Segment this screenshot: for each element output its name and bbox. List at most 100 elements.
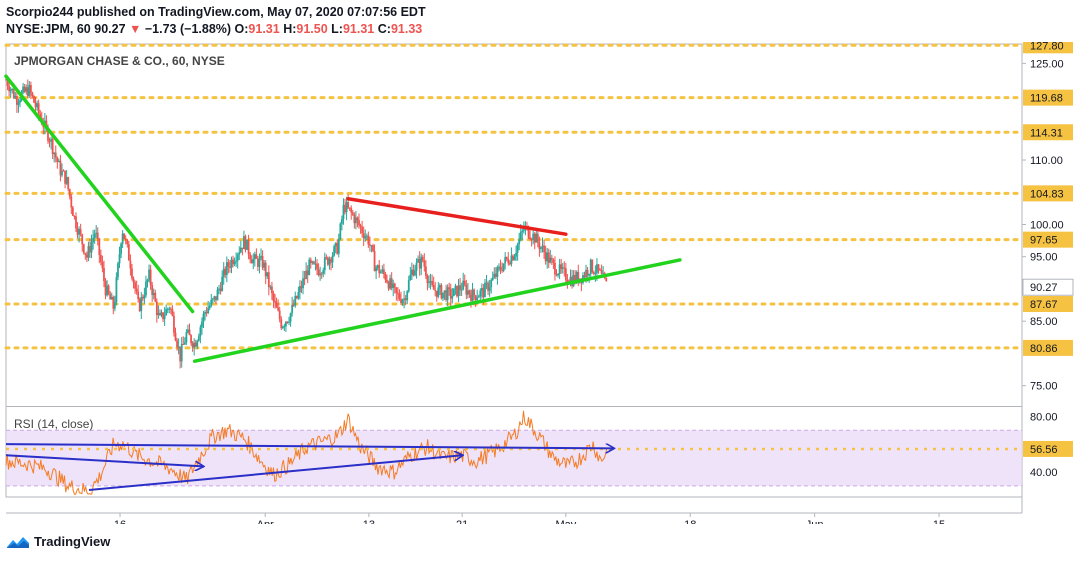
candle-body [215, 296, 217, 301]
candle-body [566, 279, 569, 282]
candle-body [555, 274, 558, 276]
candle-body [264, 262, 267, 277]
candle-body [575, 271, 578, 282]
open-label: O: [234, 22, 249, 36]
y-tick-label: 85.00 [1030, 316, 1058, 328]
candle-body [459, 285, 461, 290]
candle-body [429, 280, 432, 283]
y-tick-label: 95.00 [1030, 252, 1058, 264]
candle-body [471, 289, 474, 301]
candle-body [188, 329, 191, 336]
candle-body [124, 238, 127, 240]
candle-body [253, 254, 256, 260]
open-value: 91.31 [248, 22, 280, 36]
candle-body [176, 340, 178, 348]
candle-body [554, 262, 556, 275]
candle-body [292, 304, 295, 306]
candle-body [605, 277, 608, 282]
candle-body [50, 138, 52, 142]
candle-body [62, 170, 65, 172]
candle-body [185, 332, 188, 343]
candle-body [190, 335, 192, 344]
candle-body [53, 152, 56, 155]
candle-body [424, 266, 427, 276]
candle-body [362, 233, 365, 239]
candle-body [344, 204, 346, 213]
low-label: L: [331, 22, 343, 36]
candle-body [518, 239, 521, 245]
candle-body [221, 276, 224, 291]
candle-body [420, 256, 423, 269]
candle-body [356, 217, 359, 221]
candle-body [193, 342, 196, 348]
candle-body [84, 252, 87, 255]
candle-body [143, 295, 146, 299]
candle-body [544, 252, 547, 262]
candle-body [109, 293, 112, 300]
candle-body [57, 160, 60, 163]
candle-body [141, 297, 144, 299]
candle-body [129, 260, 132, 269]
candle-body [361, 226, 364, 234]
candle-body [238, 252, 241, 255]
candle-body [457, 285, 460, 297]
candle-body [311, 261, 314, 263]
candle-body [529, 237, 531, 240]
rsi-y-tick-label: 40.00 [1030, 467, 1058, 479]
candle-body [187, 329, 189, 333]
support-trend-line [192, 258, 682, 363]
candle-body [389, 278, 392, 289]
candle-body [17, 102, 20, 105]
candle-body [45, 120, 48, 128]
candle-body [96, 232, 99, 239]
candle-body [485, 282, 488, 284]
candle-body [260, 255, 262, 259]
candle-body [423, 260, 426, 267]
candle-body [191, 343, 194, 348]
low-value: 91.31 [342, 22, 375, 36]
candle-body [487, 282, 489, 291]
candle-body [491, 277, 494, 281]
candle-body [410, 269, 413, 275]
candle-body [233, 261, 236, 265]
candle-body [302, 278, 304, 289]
price-chart[interactable]: JPMORGAN CHASE & CO., 60, NYSE RSI (14, c… [0, 42, 1080, 524]
candle-body [137, 291, 140, 300]
candle-body [577, 271, 580, 283]
candle-body [120, 243, 122, 255]
last-price-label: 90.27 [1030, 282, 1058, 294]
level-price-label: 114.31 [1030, 127, 1063, 139]
down-arrow-icon: ▼ [129, 22, 142, 36]
candle-body [342, 204, 345, 219]
candle-body [594, 273, 597, 275]
high-label: H: [283, 22, 297, 36]
candle-body [462, 280, 465, 290]
level-price-tag [1023, 339, 1073, 356]
candle-body [148, 269, 150, 280]
candle-body [435, 290, 438, 297]
candle-body [112, 296, 115, 309]
candle-body [93, 233, 96, 238]
candle-body [432, 284, 435, 290]
candle-body [353, 214, 356, 224]
candle-body [275, 302, 278, 308]
candle-body [219, 288, 222, 291]
candle-body [110, 296, 113, 300]
candle-body [466, 290, 469, 295]
candle-body [504, 257, 507, 264]
candle-body [365, 235, 368, 237]
candle-body [474, 295, 477, 301]
candle-body [331, 255, 334, 263]
rsi-trend-arrow [5, 454, 203, 466]
candle-body [281, 326, 284, 328]
y-tick-label: 100.00 [1030, 220, 1064, 232]
brand-name[interactable]: TradingView [34, 534, 111, 549]
candle-body [123, 233, 126, 239]
candle-body [171, 309, 174, 316]
candle-body [224, 268, 227, 275]
candle-body [480, 288, 483, 291]
candle-body [393, 283, 396, 288]
candle-body [121, 233, 124, 244]
candle-body [308, 259, 311, 275]
candle-body [19, 100, 21, 103]
